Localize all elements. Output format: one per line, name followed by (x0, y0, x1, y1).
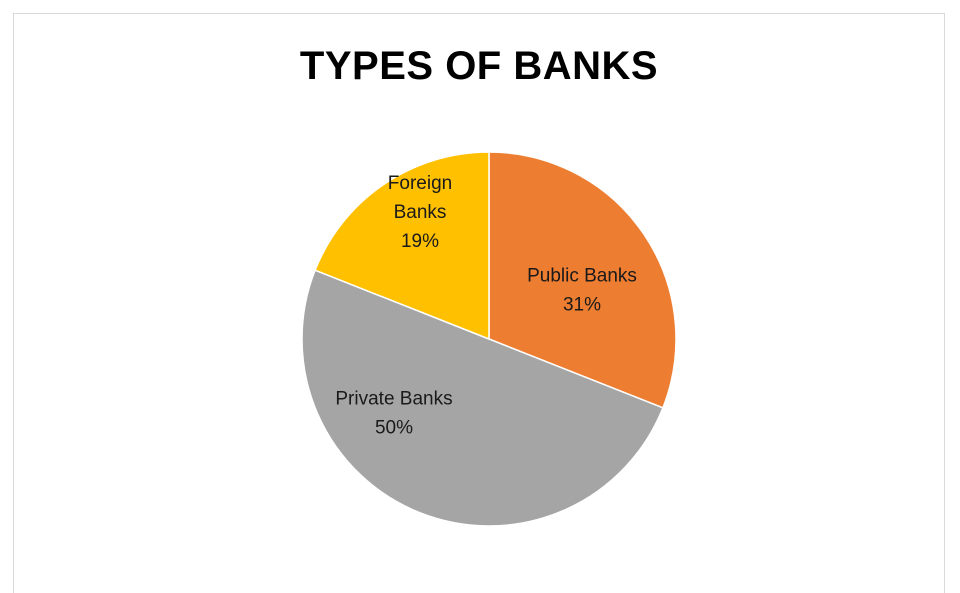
pie-slice-1 (301, 269, 664, 527)
chart-title: TYPES OF BANKS (299, 44, 659, 88)
data-label-percent-2: 19% (401, 231, 439, 252)
data-label-percent-0: 31% (563, 295, 601, 316)
data-label-name-1: Private Banks (335, 389, 452, 410)
pie-slice-0 (488, 151, 677, 409)
pie-chart: Public Banks 31% Private Banks 50% Foreign Ba… (301, 151, 677, 527)
data-label-name-2: Banks (394, 202, 447, 223)
data-label-name-0: Public Banks (527, 266, 637, 287)
pie-slice-2 (314, 151, 490, 341)
data-label-name-2: Foreign (388, 173, 452, 194)
data-label-percent-1: 50% (375, 418, 413, 439)
